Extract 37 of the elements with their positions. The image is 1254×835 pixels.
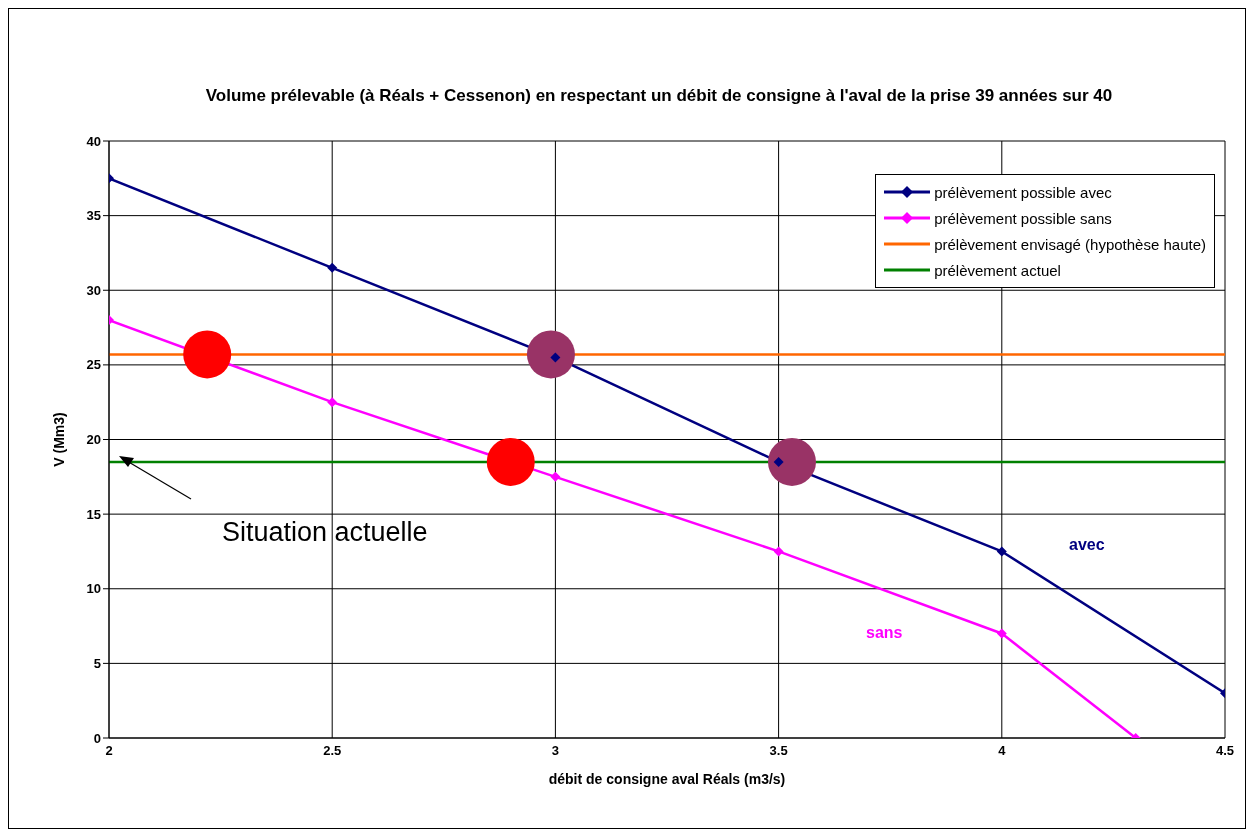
point [550,352,561,363]
y-tick-label: 15 [86,506,101,522]
legend-label: prélèvement envisagé (hypothèse haute) [934,235,1206,253]
point [526,330,575,379]
x-tick-label: 4.5 [1215,743,1235,759]
point [773,546,784,557]
point [996,628,1007,639]
legend-label: prélèvement possible sans [934,209,1112,227]
y-tick-label: 30 [86,282,101,298]
point [996,546,1007,557]
x-axis-title: débit de consigne aval Réals (m3/s) [548,771,786,787]
chart-title: Volume prélevable (à Réals + Cessenon) en respectant un débit de consigne à l'aval de la prise 39 années sur 40 [204,85,1114,107]
y-axis-title: V (Mm3) [50,412,67,467]
point [486,437,535,486]
x-tick-label: 2.5 [323,743,342,759]
y-tick-label: 5 [93,655,101,671]
y-tick-label: 10 [86,581,101,597]
x-tick-label: 4 [998,743,1007,759]
y-tick-label: 0 [93,730,101,746]
point [183,330,232,379]
legend-label: prélèvement actuel [934,261,1061,279]
y-tick-label: 40 [86,133,101,149]
x-tick-label: 3.5 [769,743,788,759]
point [767,437,816,486]
legend-label: prélèvement possible avec [934,183,1112,201]
annotation: sans [866,624,903,642]
x-tick-label: 3 [551,743,560,759]
point [773,456,784,467]
y-tick-label: 20 [86,432,101,448]
x-tick-label: 2 [105,743,113,759]
y-tick-label: 35 [86,208,101,224]
point [550,471,561,482]
point [327,397,338,408]
annotation: Situation actuelle [222,517,428,548]
y-tick-label: 25 [86,357,101,373]
annotation: avec [1069,536,1105,554]
point [327,262,338,273]
